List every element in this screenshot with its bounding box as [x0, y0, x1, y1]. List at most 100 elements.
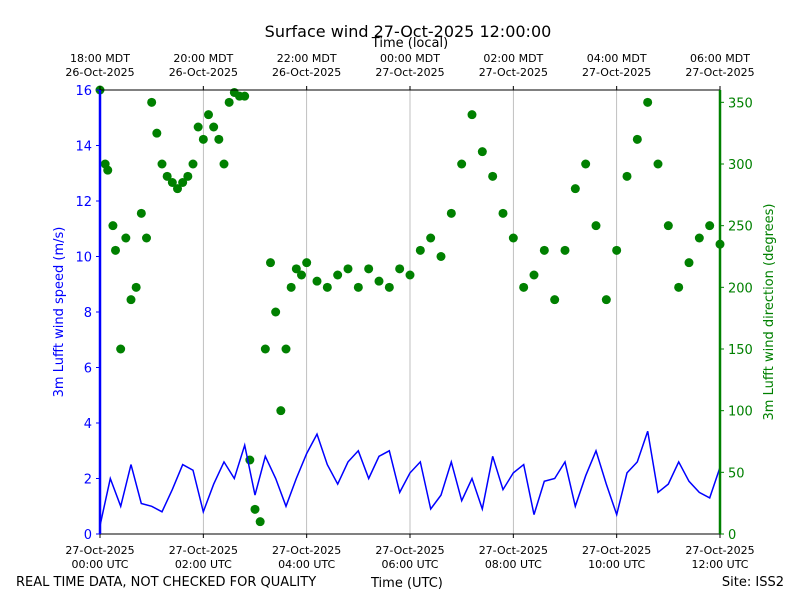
- wind-direction-point: [508, 233, 518, 243]
- wind-direction-point: [152, 128, 162, 138]
- chart-title: Surface wind 27-Oct-2025 12:00:00: [265, 22, 552, 41]
- wind-direction-point: [116, 344, 126, 354]
- top-tick-label-date: 27-Oct-2025: [685, 66, 754, 79]
- wind-direction-point: [188, 159, 198, 169]
- wind-direction-point: [364, 264, 374, 274]
- grid-lines: [99, 90, 721, 534]
- wind-direction-point: [498, 208, 508, 218]
- speed-line-layer: [99, 431, 721, 526]
- wind-direction-point: [384, 282, 394, 292]
- x-tick-label-date: 27-Oct-2025: [685, 544, 754, 557]
- wind-direction-point: [209, 122, 219, 132]
- top-tick-label-date: 26-Oct-2025: [65, 66, 134, 79]
- right-tick-label: 50: [728, 466, 745, 481]
- left-tick-label: 10: [75, 251, 92, 266]
- wind-direction-point: [333, 270, 343, 280]
- wind-speed-line: [99, 431, 721, 526]
- wind-direction-point: [684, 258, 694, 268]
- wind-direction-point: [477, 147, 487, 157]
- left-axis-ticks: 0 2 4 6 8 10 12 14 16: [75, 84, 100, 543]
- top-tick-label-time: 22:00 MDT: [277, 52, 337, 65]
- site-label: Site: ISS2: [721, 575, 784, 590]
- data-quality-note: REAL TIME DATA, NOT CHECKED FOR QUALITY: [16, 575, 317, 590]
- wind-direction-point: [612, 245, 622, 255]
- wind-direction-point: [519, 282, 529, 292]
- x-tick-label-date: 27-Oct-2025: [582, 544, 651, 557]
- wind-direction-point: [560, 245, 570, 255]
- top-tick-label-date: 27-Oct-2025: [582, 66, 651, 79]
- wind-direction-point: [467, 110, 477, 120]
- wind-direction-point: [601, 295, 611, 305]
- top-tick-label-date: 27-Oct-2025: [479, 66, 548, 79]
- wind-direction-point: [663, 221, 673, 231]
- wind-direction-point: [214, 134, 224, 144]
- wind-direction-point: [488, 171, 498, 181]
- right-tick-label: 300: [728, 158, 753, 173]
- top-tick-label-date: 27-Oct-2025: [375, 66, 444, 79]
- left-tick-label: 12: [75, 195, 92, 210]
- wind-direction-point: [653, 159, 663, 169]
- top-axis-label: Time (local): [371, 36, 448, 51]
- wind-direction-point: [266, 258, 275, 268]
- wind-direction-point: [162, 171, 172, 181]
- right-tick-label: 100: [728, 405, 753, 420]
- left-tick-label: 4: [84, 417, 92, 432]
- top-tick-label-time: 00:00 MDT: [380, 52, 440, 65]
- wind-direction-point: [457, 159, 467, 169]
- wind-direction-point: [415, 245, 425, 255]
- wind-direction-point: [694, 233, 704, 243]
- wind-direction-point: [302, 258, 312, 268]
- x-tick-label-time: 10:00 UTC: [588, 558, 645, 571]
- wind-direction-point: [581, 159, 591, 169]
- wind-direction-point: [705, 221, 715, 231]
- x-tick-label-date: 27-Oct-2025: [65, 544, 134, 557]
- wind-direction-point: [297, 270, 306, 280]
- wind-direction-point: [131, 282, 141, 292]
- x-tick-label-time: 00:00 UTC: [71, 558, 128, 571]
- wind-direction-point: [121, 233, 131, 243]
- wind-direction-point: [178, 178, 188, 187]
- x-tick-label-date: 27-Oct-2025: [272, 544, 341, 557]
- wind-direction-point: [103, 165, 113, 175]
- wind-direction-point: [157, 159, 167, 169]
- wind-direction-point: [147, 97, 157, 107]
- wind-direction-point: [322, 282, 332, 292]
- wind-direction-point: [183, 171, 193, 181]
- wind-direction-point: [632, 134, 642, 144]
- wind-direction-point: [276, 406, 286, 416]
- left-tick-label: 16: [75, 84, 92, 99]
- wind-direction-point: [193, 122, 203, 132]
- right-tick-label: 200: [728, 281, 753, 296]
- wind-direction-point: [260, 344, 270, 354]
- left-tick-label: 8: [84, 306, 92, 321]
- wind-direction-point: [281, 344, 291, 354]
- x-tick-label-time: 06:00 UTC: [381, 558, 438, 571]
- top-tick-label-time: 04:00 MDT: [587, 52, 647, 65]
- top-tick-label-date: 26-Oct-2025: [272, 66, 341, 79]
- left-tick-label: 0: [84, 528, 92, 543]
- wind-direction-point: [395, 264, 405, 274]
- wind-direction-point: [374, 276, 384, 286]
- wind-direction-point: [219, 159, 229, 169]
- left-tick-label: 6: [84, 362, 92, 377]
- top-tick-label-time: 06:00 MDT: [690, 52, 750, 65]
- x-axis-label: Time (UTC): [371, 576, 443, 591]
- wind-direction-point: [622, 171, 632, 181]
- wind-direction-point: [173, 184, 182, 194]
- x-tick-label-date: 27-Oct-2025: [169, 544, 238, 557]
- x-tick-label-date: 27-Oct-2025: [479, 544, 548, 557]
- wind-direction-point: [426, 233, 436, 243]
- top-tick-label-time: 20:00 MDT: [173, 52, 233, 65]
- wind-direction-point: [204, 110, 213, 120]
- wind-direction-point: [436, 252, 446, 261]
- wind-direction-point: [111, 245, 120, 255]
- wind-direction-point: [142, 233, 151, 243]
- right-tick-label: 350: [728, 96, 753, 111]
- right-tick-label: 250: [728, 220, 753, 235]
- left-tick-label: 14: [75, 140, 92, 155]
- left-tick-label: 2: [84, 473, 92, 488]
- wind-direction-point: [108, 221, 118, 231]
- x-tick-label-time: 02:00 UTC: [175, 558, 232, 571]
